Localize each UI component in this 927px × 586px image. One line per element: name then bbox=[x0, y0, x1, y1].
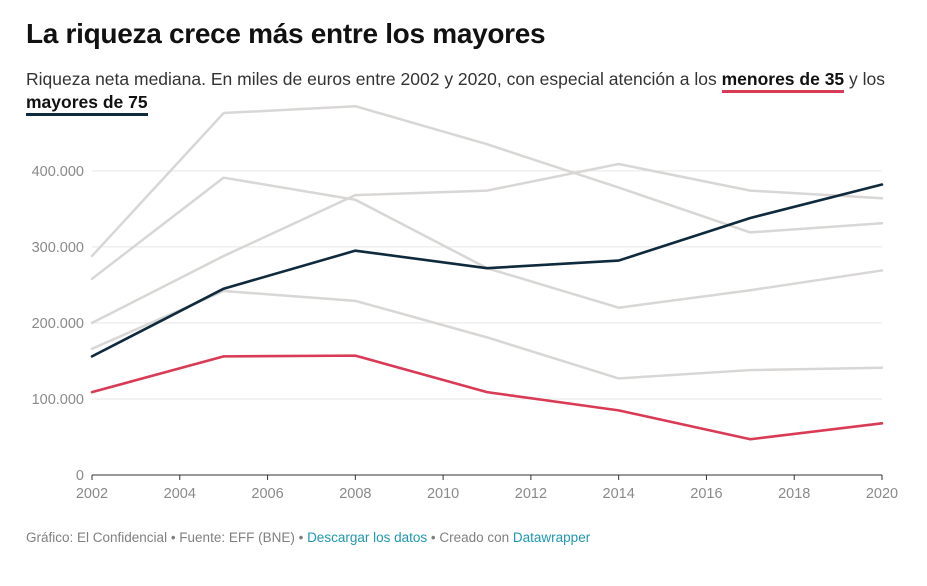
subtitle-text-2: y los bbox=[844, 69, 886, 89]
y-tick-label: 100.000 bbox=[32, 392, 84, 408]
series-line-other bbox=[90, 289, 884, 380]
download-data-link[interactable]: Descargar los datos bbox=[307, 530, 428, 545]
chart-grid bbox=[92, 170, 882, 476]
subtitle-highlight-old: mayores de 75 bbox=[26, 92, 148, 116]
x-tick-label: 2012 bbox=[515, 486, 547, 502]
x-tick-label: 2002 bbox=[76, 486, 108, 502]
x-tick-label: 2020 bbox=[866, 486, 898, 502]
series-line-other bbox=[90, 176, 884, 309]
y-tick-label: 200.000 bbox=[32, 316, 84, 332]
chart-subtitle: Riqueza neta mediana. En miles de euros … bbox=[26, 68, 896, 116]
x-axis: 2002 2004 2006 2008 2010 2012 2014 2016 2018 2020 bbox=[76, 475, 898, 502]
series-line-other bbox=[90, 162, 884, 325]
subtitle-highlight-young: menores de 35 bbox=[721, 69, 845, 93]
series-line-menores-de-35 bbox=[90, 354, 884, 441]
x-tick-label: 2016 bbox=[690, 486, 722, 502]
x-tick-label: 2008 bbox=[339, 486, 371, 502]
y-tick-label: 300.000 bbox=[32, 240, 84, 256]
x-tick-label: 2010 bbox=[427, 486, 459, 502]
x-tick-label: 2004 bbox=[164, 486, 196, 502]
chart-title: La riqueza crece más entre los mayores bbox=[26, 18, 546, 49]
series-line-mayores-de-75 bbox=[90, 183, 884, 358]
x-tick-label: 2014 bbox=[603, 486, 635, 502]
footer-created-with: • Creado con bbox=[427, 530, 513, 545]
series-line-other bbox=[90, 104, 884, 258]
subtitle-text-1: Riqueza neta mediana. En miles de euros … bbox=[26, 69, 722, 89]
footer-credits: Gráfico: El Confidencial • Fuente: EFF (… bbox=[26, 530, 308, 545]
y-axis: 0 100.000 200.000 300.000 400.000 bbox=[32, 164, 84, 484]
x-tick-label: 2018 bbox=[778, 486, 810, 502]
chart-series bbox=[90, 104, 884, 441]
chart-footer: Gráfico: El Confidencial • Fuente: EFF (… bbox=[26, 530, 590, 545]
y-tick-label: 400.000 bbox=[32, 164, 84, 180]
x-tick-label: 2006 bbox=[251, 486, 283, 502]
y-tick-label: 0 bbox=[76, 468, 84, 484]
datawrapper-link[interactable]: Datawrapper bbox=[512, 530, 591, 545]
